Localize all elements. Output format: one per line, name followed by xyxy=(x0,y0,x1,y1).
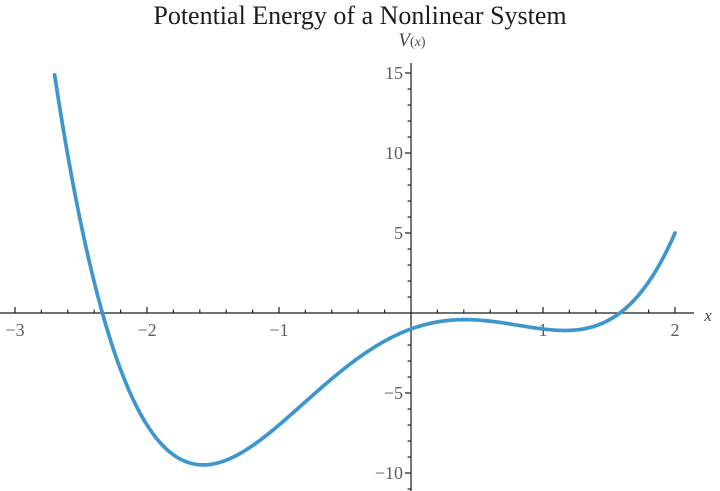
y-axis-tick-label: −10 xyxy=(375,463,403,483)
x-axis-tick-label: −2 xyxy=(137,320,156,340)
potential-curve xyxy=(52,73,677,467)
y-axis-tick-label: −5 xyxy=(384,383,403,403)
axis-ticks xyxy=(14,72,676,490)
x-axis-tick-label: −1 xyxy=(269,320,288,340)
y-axis-tick-label: 10 xyxy=(385,143,403,163)
x-axis-label: x xyxy=(703,306,712,325)
x-axis-tick-label: 2 xyxy=(671,320,680,340)
y-axis-label: V(x) xyxy=(398,30,426,51)
plot-title: Potential Energy of a Nonlinear System xyxy=(153,1,566,30)
y-axis-tick-label: 15 xyxy=(385,63,403,83)
y-axis-tick-label: 5 xyxy=(394,223,403,243)
x-axis-tick-label: −3 xyxy=(5,320,24,340)
